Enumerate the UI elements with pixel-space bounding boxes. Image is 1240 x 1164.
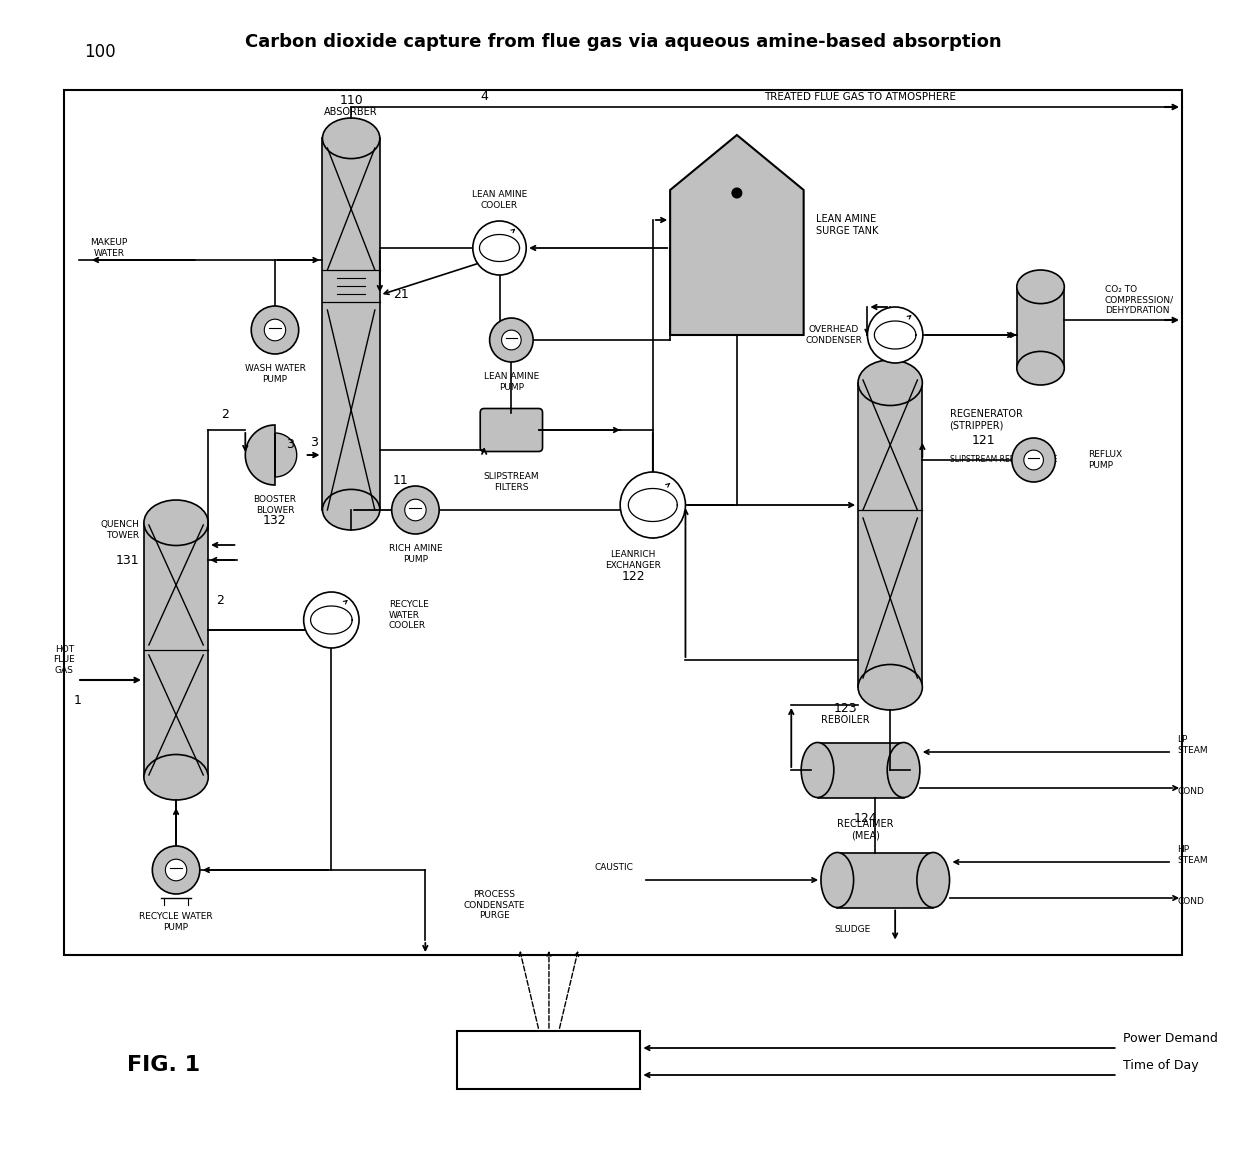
- Text: LEAN AMINE
COOLER: LEAN AMINE COOLER: [472, 190, 527, 210]
- Text: REBOILER: REBOILER: [821, 715, 870, 725]
- Circle shape: [153, 846, 200, 894]
- Circle shape: [304, 592, 360, 648]
- Text: 110: 110: [340, 93, 363, 106]
- Text: COND: COND: [1177, 788, 1204, 796]
- Bar: [64, 90, 1182, 954]
- Text: LP
STEAM: LP STEAM: [1177, 736, 1208, 754]
- Bar: [1017, 286, 1064, 368]
- Circle shape: [165, 859, 187, 881]
- Text: 2: 2: [222, 409, 229, 421]
- Bar: [458, 1031, 640, 1090]
- FancyBboxPatch shape: [480, 409, 543, 452]
- Circle shape: [392, 487, 439, 534]
- Text: SLIPSTREAM REFLUX PURGE: SLIPSTREAM REFLUX PURGE: [950, 455, 1056, 464]
- Ellipse shape: [144, 501, 208, 546]
- Text: RICH AMINE
PUMP: RICH AMINE PUMP: [388, 545, 443, 563]
- Ellipse shape: [858, 360, 923, 405]
- Text: SLIPSTREAM
FILTERS: SLIPSTREAM FILTERS: [484, 473, 539, 491]
- Text: 123: 123: [833, 702, 858, 715]
- Text: LEAN AMINE
SURGE TANK: LEAN AMINE SURGE TANK: [816, 214, 878, 236]
- Text: Carbon dioxide capture from flue gas via aqueous amine-based absorption: Carbon dioxide capture from flue gas via…: [244, 33, 1002, 51]
- Polygon shape: [246, 425, 275, 485]
- Bar: [144, 523, 208, 778]
- Text: FIG. 1: FIG. 1: [126, 1055, 200, 1076]
- Text: 100: 100: [84, 43, 115, 61]
- Circle shape: [1024, 450, 1043, 470]
- Circle shape: [1012, 438, 1055, 482]
- Text: RECLAIMER
(MEA): RECLAIMER (MEA): [837, 819, 894, 840]
- Text: MAKEUP
WATER: MAKEUP WATER: [91, 239, 128, 257]
- Text: 2: 2: [216, 594, 224, 606]
- Circle shape: [490, 318, 533, 362]
- Text: SLUDGE: SLUDGE: [835, 925, 870, 934]
- Text: REFLUX
PUMP: REFLUX PUMP: [1087, 450, 1122, 470]
- Ellipse shape: [1017, 352, 1064, 385]
- Bar: [858, 383, 923, 687]
- Ellipse shape: [888, 743, 920, 797]
- Text: 122: 122: [621, 570, 645, 583]
- Circle shape: [501, 331, 521, 350]
- Polygon shape: [275, 433, 296, 477]
- Text: 11: 11: [393, 474, 408, 487]
- Text: 3: 3: [286, 439, 294, 452]
- Circle shape: [252, 306, 299, 354]
- Ellipse shape: [144, 754, 208, 800]
- Text: RECYCLE WATER
PUMP: RECYCLE WATER PUMP: [139, 913, 213, 931]
- Text: CO₂ TO
COMPRESSION/
DEHYDRATION: CO₂ TO COMPRESSION/ DEHYDRATION: [1105, 285, 1174, 315]
- Ellipse shape: [916, 852, 950, 908]
- Bar: [322, 139, 379, 510]
- Circle shape: [472, 221, 526, 275]
- Text: HOT
FLUE
GAS: HOT FLUE GAS: [53, 645, 76, 675]
- Bar: [817, 743, 904, 797]
- Text: 131: 131: [115, 554, 139, 567]
- Text: RECYCLE
WATER
COOLER: RECYCLE WATER COOLER: [388, 601, 429, 630]
- Text: 132: 132: [263, 513, 286, 526]
- Text: LEANRICH
EXCHANGER: LEANRICH EXCHANGER: [605, 551, 661, 569]
- Circle shape: [868, 307, 923, 363]
- Text: CAUSTIC: CAUSTIC: [594, 864, 634, 873]
- Bar: [837, 852, 934, 908]
- Text: 3: 3: [310, 436, 317, 449]
- Text: 121: 121: [971, 433, 994, 447]
- Ellipse shape: [1017, 270, 1064, 304]
- Circle shape: [732, 189, 742, 198]
- Circle shape: [404, 499, 427, 520]
- Text: LEAN AMINE
PUMP: LEAN AMINE PUMP: [484, 372, 539, 392]
- Ellipse shape: [821, 852, 853, 908]
- Text: PROCESS
CONDENSATE
PURGE: PROCESS CONDENSATE PURGE: [464, 890, 526, 920]
- Text: 21: 21: [393, 289, 408, 301]
- Text: COND: COND: [1177, 897, 1204, 907]
- Circle shape: [620, 471, 686, 538]
- Ellipse shape: [858, 665, 923, 710]
- Polygon shape: [670, 135, 804, 335]
- Text: ABSORBER: ABSORBER: [325, 107, 378, 118]
- Text: BOOSTER
BLOWER: BOOSTER BLOWER: [253, 496, 296, 514]
- Text: REGENERATOR
(STRIPPER): REGENERATOR (STRIPPER): [950, 410, 1023, 431]
- Ellipse shape: [801, 743, 833, 797]
- Ellipse shape: [322, 118, 379, 158]
- Text: TREATED FLUE GAS TO ATMOSPHERE: TREATED FLUE GAS TO ATMOSPHERE: [765, 92, 956, 102]
- Text: OVERHEAD
CONDENSER: OVERHEAD CONDENSER: [806, 325, 862, 345]
- Text: CONTROLLER: CONTROLLER: [497, 1053, 601, 1067]
- Circle shape: [264, 319, 285, 341]
- Text: QUENCH
TOWER: QUENCH TOWER: [100, 520, 139, 540]
- Text: 1: 1: [73, 694, 81, 707]
- Text: Power Demand: Power Demand: [1122, 1031, 1218, 1044]
- Text: WASH WATER
PUMP: WASH WATER PUMP: [244, 364, 305, 384]
- Text: Time of Day: Time of Day: [1122, 1058, 1198, 1072]
- Ellipse shape: [322, 489, 379, 530]
- Text: HP
STEAM: HP STEAM: [1177, 845, 1208, 865]
- Text: 4: 4: [481, 91, 489, 104]
- Text: 124: 124: [853, 811, 877, 824]
